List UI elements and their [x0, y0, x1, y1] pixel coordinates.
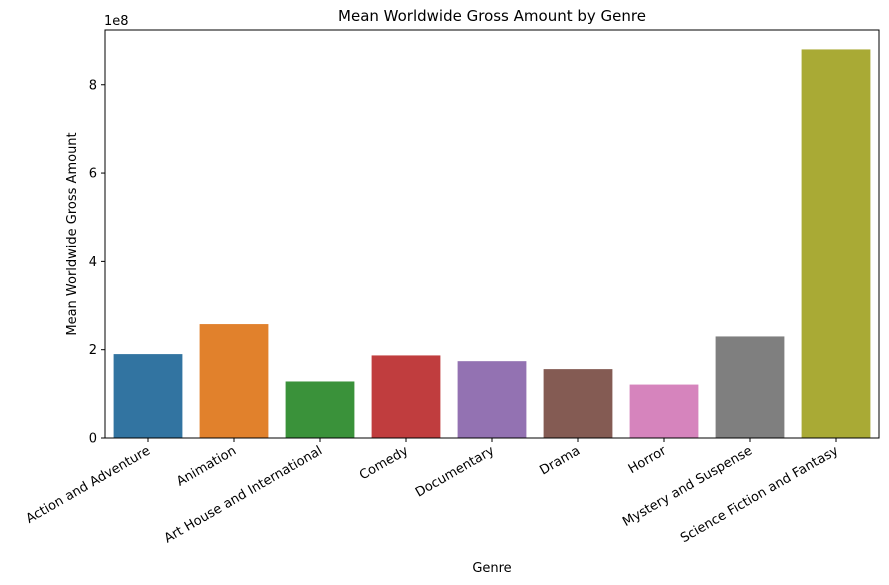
- plot-frame: [104, 29, 880, 439]
- bar-5: [543, 369, 613, 438]
- bar-2: [285, 381, 355, 438]
- x-tick-label-0: Action and Adventure: [24, 443, 153, 526]
- bars-layer: [113, 49, 871, 439]
- x-tick-label-8: Science Fiction and Fantasy: [678, 443, 841, 546]
- x-tick-label-5: Drama: [537, 443, 583, 478]
- bar-7: [715, 336, 785, 438]
- x-axis-label: Genre: [472, 561, 511, 576]
- x-tick-label-3: Comedy: [357, 443, 411, 483]
- y-axis-offset-label: 1e8: [104, 14, 129, 29]
- x-tick-label-4: Documentary: [413, 443, 497, 500]
- bar-8: [801, 49, 871, 439]
- bar-3: [371, 355, 441, 438]
- bar-1: [199, 324, 269, 438]
- bar-4: [457, 361, 527, 438]
- y-tick-label-1: 2: [89, 343, 97, 358]
- bar-0: [113, 354, 183, 438]
- x-tick-label-1: Animation: [174, 443, 239, 489]
- chart-title: Mean Worldwide Gross Amount by Genre: [338, 7, 646, 25]
- y-tick-label-3: 6: [89, 167, 97, 182]
- y-tick-label-0: 0: [89, 432, 97, 447]
- y-tick-label-2: 4: [89, 255, 97, 270]
- x-tick-label-6: Horror: [626, 443, 670, 477]
- y-axis-label: Mean Worldwide Gross Amount: [65, 132, 80, 335]
- x-tick-label-2: Art House and International: [162, 443, 325, 546]
- y-ticks-layer: 0 2 4 6 8: [89, 78, 105, 447]
- bar-6: [629, 384, 699, 438]
- y-tick-label-4: 8: [89, 78, 97, 93]
